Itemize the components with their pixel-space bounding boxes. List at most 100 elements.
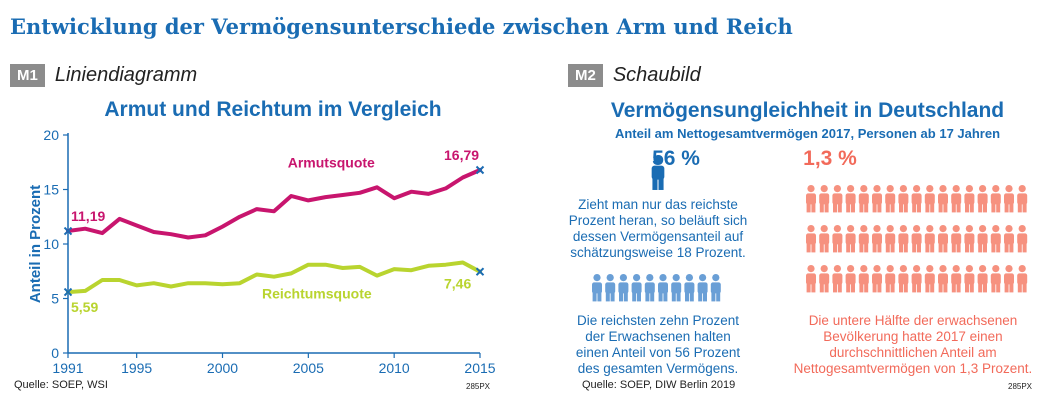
person-head — [633, 274, 641, 282]
person-leg — [925, 203, 930, 213]
main-title: Entwicklung der Vermögensunterschiede zw… — [10, 14, 793, 39]
person-leg — [658, 292, 663, 302]
person-body — [951, 233, 962, 245]
person-leg — [899, 283, 903, 293]
person-icon — [592, 274, 602, 302]
person-body — [911, 233, 922, 245]
person-leg — [676, 292, 681, 302]
person-icon — [1004, 185, 1014, 213]
m2-subtitle: Anteil am Nettogesamtvermögen 2017, Pers… — [614, 126, 1001, 141]
person-body — [710, 282, 721, 294]
person-icon — [911, 225, 922, 253]
person-body — [858, 273, 869, 285]
person-head — [979, 265, 987, 273]
person-icon — [1017, 225, 1028, 253]
person-leg — [978, 203, 983, 213]
person-icon — [911, 265, 922, 293]
person-leg — [1009, 203, 1014, 213]
person-leg — [851, 203, 855, 213]
person-icon — [658, 274, 668, 302]
data-label: 7,46 — [444, 276, 471, 292]
person-icon — [990, 185, 1001, 213]
person-leg — [650, 292, 655, 302]
person-leg — [811, 203, 816, 213]
person-head — [899, 265, 908, 273]
person-body — [1004, 233, 1014, 245]
person-body — [1004, 273, 1014, 285]
person-head — [965, 265, 974, 273]
person-leg — [983, 203, 987, 213]
person-leg — [619, 292, 623, 302]
person-leg — [903, 243, 908, 253]
text-poor-line: Nettogesamtvermögen von 1,3 Prozent. — [793, 361, 1033, 376]
person-leg — [846, 203, 851, 213]
person-icon — [977, 185, 988, 213]
person-leg — [859, 283, 864, 293]
person-icon — [977, 265, 988, 293]
person-icon — [832, 265, 843, 293]
person-icon — [872, 185, 882, 213]
person-leg — [890, 283, 895, 293]
person-leg — [864, 283, 869, 293]
person-leg — [1017, 283, 1022, 293]
person-head — [1018, 225, 1026, 233]
person-leg — [991, 283, 996, 293]
person-body — [938, 193, 948, 205]
person-body — [1004, 193, 1014, 205]
person-leg — [943, 243, 948, 253]
person-head — [939, 225, 947, 233]
person-head — [913, 265, 921, 273]
person-leg — [1004, 203, 1009, 213]
person-head — [873, 265, 881, 273]
x-tick-label: 1995 — [121, 360, 152, 376]
person-head — [833, 225, 842, 233]
text-bottom-rich-line: einen Anteil von 56 Prozent — [575, 345, 741, 360]
person-head — [807, 225, 815, 233]
person-leg — [969, 203, 974, 213]
person-head — [646, 274, 654, 282]
endpoint-marker — [63, 287, 73, 297]
person-body — [697, 282, 708, 294]
person-head — [952, 185, 960, 193]
endpoint-marker — [475, 165, 485, 175]
person-leg — [978, 243, 983, 253]
person-leg — [837, 243, 842, 253]
person-leg — [1004, 243, 1009, 253]
series-line-reichtumsquote — [66, 260, 482, 295]
person-icon — [924, 265, 935, 293]
person-body — [964, 193, 975, 205]
text-top-rich-line: Zieht man nur das reichste — [578, 197, 738, 212]
person-body — [832, 193, 843, 205]
person-leg — [956, 283, 961, 293]
person-leg — [689, 292, 694, 302]
endpoint-marker — [63, 226, 73, 236]
person-leg — [1009, 243, 1014, 253]
person-body — [924, 193, 935, 205]
person-body — [644, 282, 655, 294]
person-icon — [806, 225, 816, 253]
person-head — [913, 225, 921, 233]
person-body — [832, 233, 843, 245]
person-head — [992, 185, 1000, 193]
person-leg — [899, 203, 903, 213]
text-top-rich-line: Prozent heran, so beläuft sich — [568, 213, 748, 228]
person-body — [806, 193, 816, 205]
person-icon — [898, 225, 909, 253]
person-leg — [819, 203, 824, 213]
person-icon — [858, 265, 869, 293]
person-leg — [1022, 243, 1027, 253]
person-icon — [1017, 185, 1028, 213]
m2-code: 285PX — [1008, 382, 1033, 391]
person-icon — [1004, 265, 1014, 293]
person-head — [619, 274, 628, 282]
person-leg — [930, 243, 935, 253]
person-leg — [890, 203, 895, 213]
person-head — [699, 274, 707, 282]
person-leg — [711, 292, 716, 302]
person-body — [845, 233, 856, 245]
person-head — [712, 274, 720, 282]
person-leg — [806, 243, 811, 253]
person-icon — [990, 265, 1001, 293]
person-icon — [990, 225, 1001, 253]
